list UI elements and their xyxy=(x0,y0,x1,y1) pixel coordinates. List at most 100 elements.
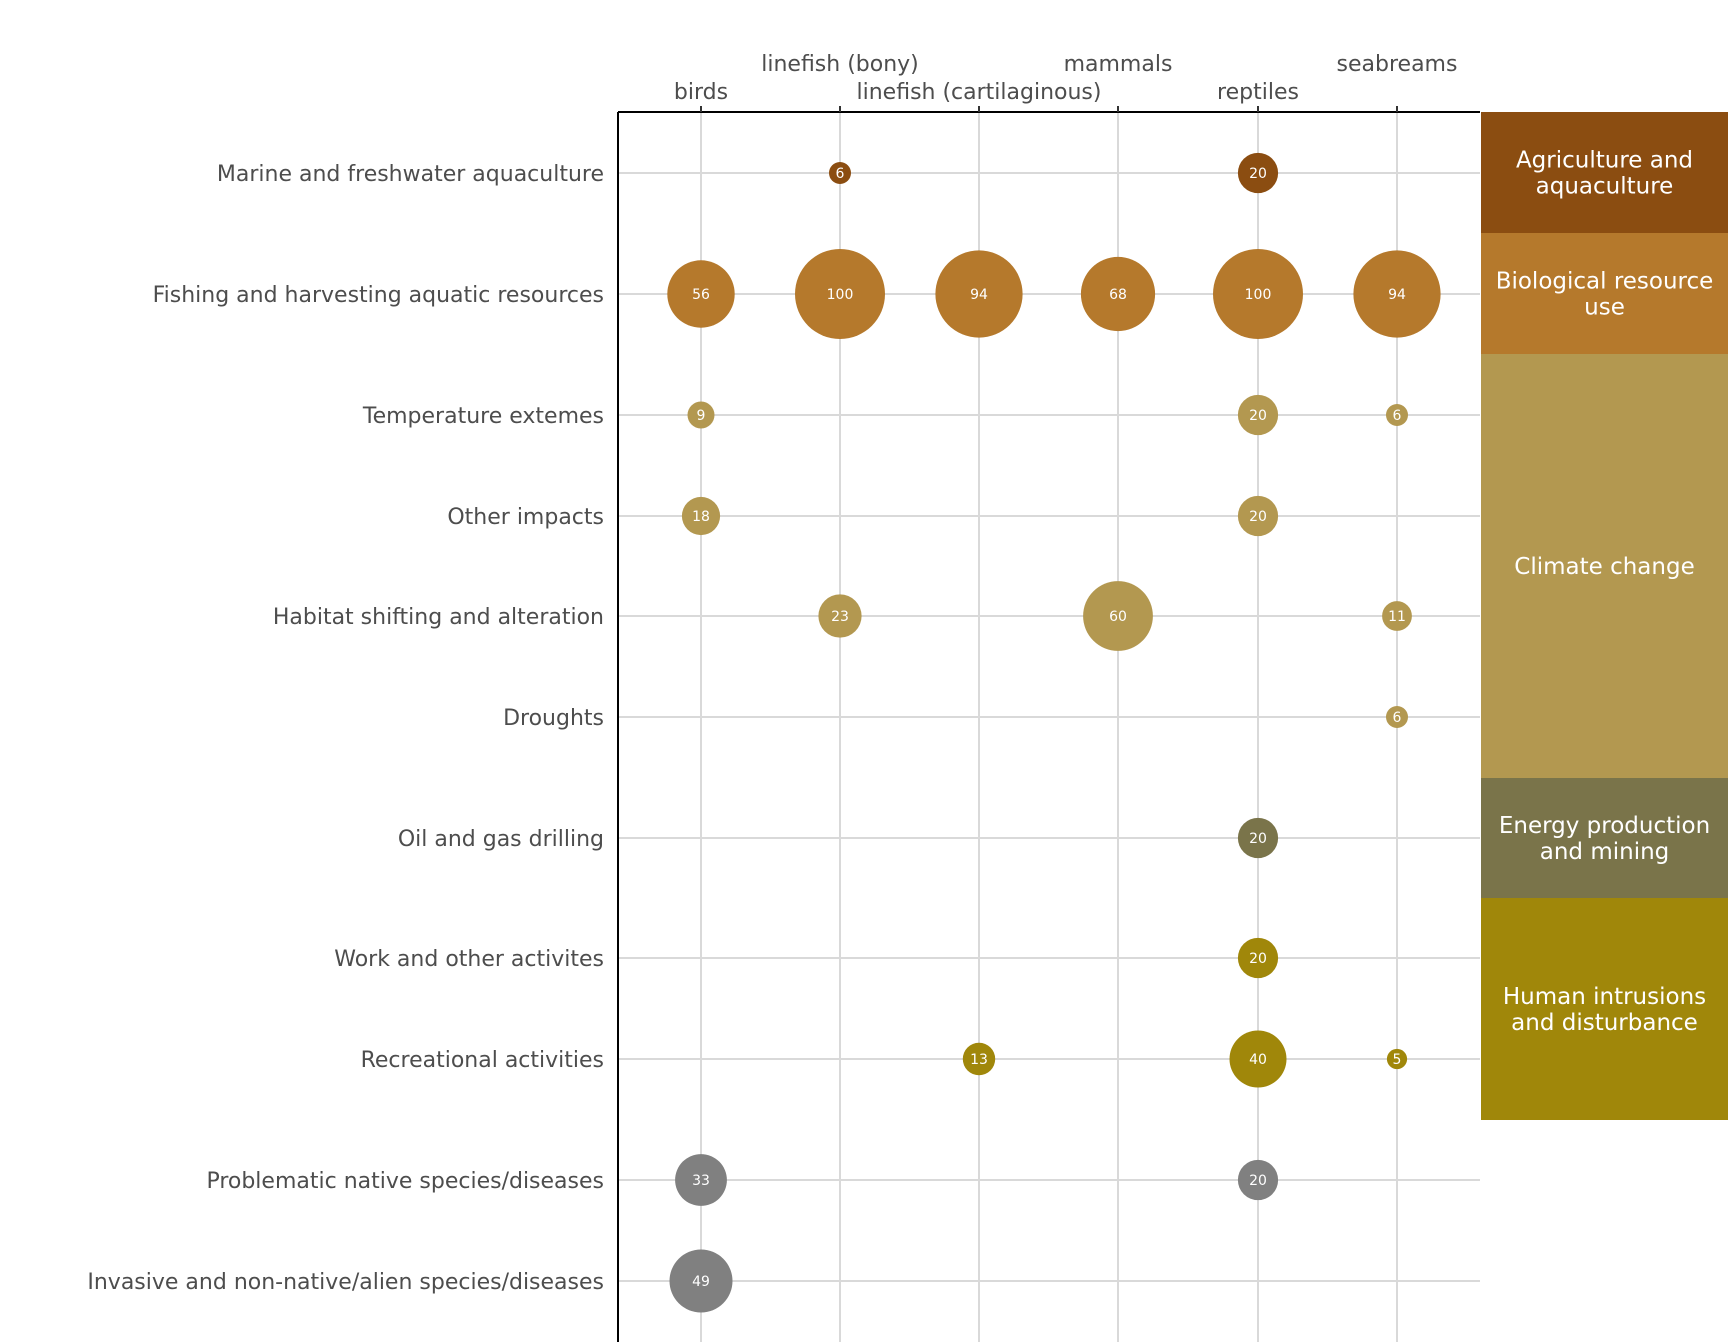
group-label-line: Human intrusions xyxy=(1503,984,1706,1010)
row-label-recreational-activities: Recreational activities xyxy=(361,1048,604,1073)
row-label-other-impacts: Other impacts xyxy=(447,505,604,530)
bubble-fishing-and-harvesting-aquatic-resources-linefish-cartilaginous: 94 xyxy=(935,250,1023,338)
bubble-value-label: 33 xyxy=(692,1173,710,1189)
group-label-line: aquaculture xyxy=(1536,174,1674,200)
group-label-line: Energy production xyxy=(1499,813,1710,839)
bubble-circle xyxy=(1213,249,1303,339)
group-strip-rect xyxy=(1481,233,1728,354)
group-label-line: Climate change xyxy=(1514,554,1694,580)
group-label-line: and mining xyxy=(1540,839,1670,865)
group-strip-rect xyxy=(1481,354,1728,778)
bubble-value-label: 60 xyxy=(1109,609,1127,625)
bubble-fishing-and-harvesting-aquatic-resources-birds: 56 xyxy=(667,260,735,328)
group-label-line: use xyxy=(1584,295,1625,321)
bubble-value-label: 56 xyxy=(692,287,710,303)
bubble-circle xyxy=(681,496,721,536)
bubble-circle xyxy=(1386,404,1408,426)
grid-lines xyxy=(618,112,1480,1342)
bubble-value-label: 100 xyxy=(827,287,854,303)
bubble-recreational-activities-seabreams: 5 xyxy=(1386,1048,1408,1070)
bubble-value-label: 100 xyxy=(1245,287,1272,303)
bubble-circle xyxy=(829,162,851,184)
group-label-line: and disturbance xyxy=(1511,1010,1698,1036)
bubble-circle xyxy=(1353,250,1441,338)
bubble-circle xyxy=(667,260,735,328)
bubble-oil-and-gas-drilling-reptiles: 20 xyxy=(1237,817,1279,859)
column-label-linefish-bony: linefish (bony) xyxy=(761,52,919,77)
bubble-value-label: 13 xyxy=(970,1052,988,1068)
row-label-oil-and-gas-drilling: Oil and gas drilling xyxy=(398,827,604,852)
bubble-value-label: 20 xyxy=(1249,831,1267,847)
bubble-habitat-shifting-and-alteration-seabreams: 11 xyxy=(1382,601,1412,631)
bubble-other-impacts-birds: 18 xyxy=(681,496,721,536)
bubble-value-label: 9 xyxy=(697,408,706,424)
bubble-temperature-extemes-birds: 9 xyxy=(687,401,715,429)
row-label-marine-and-freshwater-aquaculture: Marine and freshwater aquaculture xyxy=(217,162,604,187)
bubble-circle xyxy=(962,1042,996,1076)
column-label-seabreams: seabreams xyxy=(1337,52,1458,77)
bubble-value-label: 94 xyxy=(1388,287,1406,303)
bubble-circle xyxy=(1080,256,1156,332)
column-labels: birds linefish (bony) linefish (cartilagin… xyxy=(674,52,1458,105)
bubble-circle xyxy=(1237,1159,1279,1201)
bubble-marine-and-freshwater-aquaculture-linefish-bony: 6 xyxy=(829,162,851,184)
bubble-value-label: 6 xyxy=(1393,710,1402,726)
group-label-line: Agriculture and xyxy=(1516,148,1693,174)
bubble-habitat-shifting-and-alteration-linefish-bony: 23 xyxy=(818,594,862,638)
bubble-value-label: 94 xyxy=(970,287,988,303)
bubble-recreational-activities-reptiles: 40 xyxy=(1229,1030,1287,1088)
bubble-problematic-native-species-diseases-reptiles: 20 xyxy=(1237,1159,1279,1201)
group-strip-climate-change: Climate change xyxy=(1481,354,1728,778)
bubble-circle xyxy=(675,1154,727,1206)
bubble-value-label: 6 xyxy=(836,166,845,182)
bubble-value-label: 18 xyxy=(692,509,710,525)
bubble-marine-and-freshwater-aquaculture-reptiles: 20 xyxy=(1237,152,1279,194)
row-label-droughts: Droughts xyxy=(503,706,604,731)
bubble-problematic-native-species-diseases-birds: 33 xyxy=(675,1154,727,1206)
bubble-circle xyxy=(935,250,1023,338)
column-label-mammals: mammals xyxy=(1064,52,1173,77)
row-label-work-and-other-activites: Work and other activites xyxy=(334,947,604,972)
bubble-value-label: 20 xyxy=(1249,166,1267,182)
bubble-circle xyxy=(1237,817,1279,859)
bubble-fishing-and-harvesting-aquatic-resources-seabreams: 94 xyxy=(1353,250,1441,338)
group-strip-rect xyxy=(1481,898,1728,1120)
row-label-habitat-shifting-and-alteration: Habitat shifting and alteration xyxy=(273,605,604,630)
bubble-circle xyxy=(687,401,715,429)
bubble-circle xyxy=(1382,601,1412,631)
group-strip-rect xyxy=(1481,112,1728,233)
column-label-linefish-cartilaginous: linefish (cartilaginous) xyxy=(857,80,1102,105)
axes xyxy=(617,106,1480,1342)
bubble-value-label: 20 xyxy=(1249,509,1267,525)
bubble-circle xyxy=(1386,706,1408,728)
bubble-value-label: 20 xyxy=(1249,408,1267,424)
bubble-fishing-and-harvesting-aquatic-resources-reptiles: 100 xyxy=(1213,249,1303,339)
bubble-circle xyxy=(669,1249,733,1313)
group-label-line: Biological resource xyxy=(1496,269,1714,295)
bubble-value-label: 20 xyxy=(1249,951,1267,967)
bubble-value-label: 20 xyxy=(1249,1173,1267,1189)
bubble-recreational-activities-linefish-cartilaginous: 13 xyxy=(962,1042,996,1076)
bubble-circle xyxy=(795,249,885,339)
bubble-circle xyxy=(1229,1030,1287,1088)
bubble-circle xyxy=(1083,581,1153,651)
bubble-circle xyxy=(1386,1048,1408,1070)
row-label-invasive-and-non-native-alien-species-diseases: Invasive and non-native/alien species/di… xyxy=(87,1270,604,1295)
bubble-value-label: 5 xyxy=(1393,1052,1402,1068)
bubble-circle xyxy=(1237,495,1279,537)
bubble-other-impacts-reptiles: 20 xyxy=(1237,495,1279,537)
bubble-fishing-and-harvesting-aquatic-resources-mammals: 68 xyxy=(1080,256,1156,332)
column-label-reptiles: reptiles xyxy=(1217,80,1299,105)
bubble-circle xyxy=(1237,937,1279,979)
bubbles: 6 20 56 100 94 68 100 94 9 20 6 18 20 23 60 11 6 20 20 13 40… xyxy=(667,152,1441,1313)
bubble-circle xyxy=(818,594,862,638)
bubble-value-label: 40 xyxy=(1249,1052,1267,1068)
bubble-fishing-and-harvesting-aquatic-resources-linefish-bony: 100 xyxy=(795,249,885,339)
bubble-temperature-extemes-seabreams: 6 xyxy=(1386,404,1408,426)
